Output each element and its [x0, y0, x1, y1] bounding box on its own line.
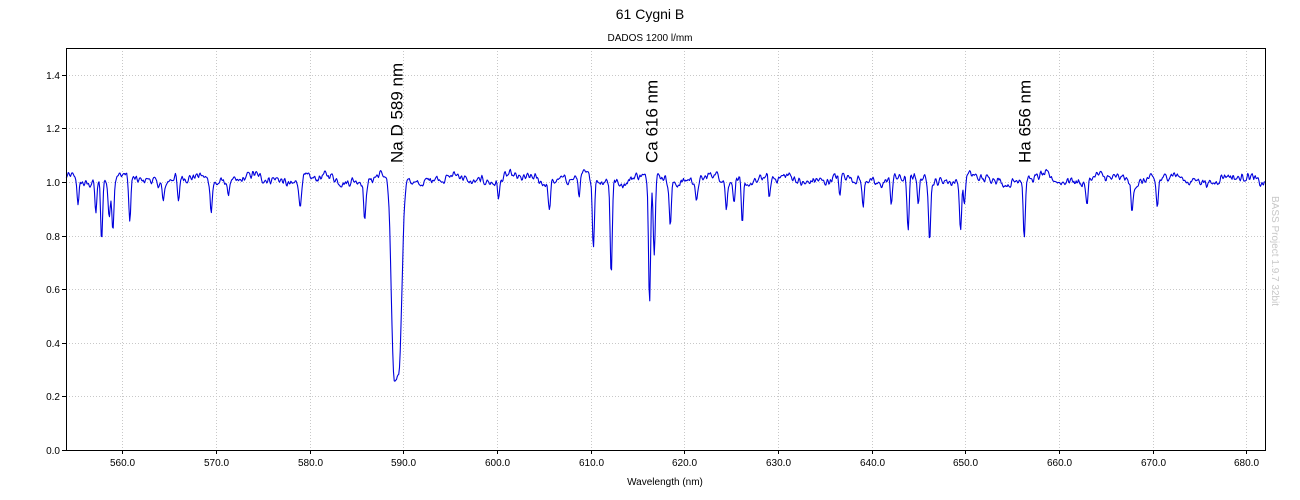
line-annotations: Na D 589 nm Ca 616 nm Ha 656 nm: [388, 63, 1035, 163]
y-tick-label: 0.0: [46, 446, 60, 457]
x-tick-label: 630.0: [766, 458, 791, 469]
x-tick-label: 620.0: [672, 458, 697, 469]
x-tick-label: 580.0: [298, 458, 323, 469]
grid: [66, 48, 1265, 450]
software-watermark: BASS Project 1.9.7 32bit: [1269, 196, 1280, 306]
y-tick-label: 0.2: [46, 392, 60, 403]
x-tick-label: 670.0: [1141, 458, 1166, 469]
y-tick-label: 0.4: [46, 339, 60, 350]
spectrum-series: [65, 168, 1266, 382]
x-tick-label: 660.0: [1047, 458, 1072, 469]
x-tick-label: 610.0: [579, 458, 604, 469]
x-tick-label: 590.0: [391, 458, 416, 469]
x-tick-label: 600.0: [485, 458, 510, 469]
spectral-line-annotation: Ha 656 nm: [1015, 80, 1034, 163]
spectral-line-annotation: Ca 616 nm: [642, 80, 661, 163]
chart-subtitle: DADOS 1200 l/mm: [607, 33, 692, 44]
chart-title: 61 Cygni B: [616, 6, 684, 22]
x-axis-ticks: 560.0 570.0 580.0 590.0 600.0 610.0 620.0 630.0…: [110, 450, 1259, 469]
spectral-line-annotation: Na D 589 nm: [388, 63, 407, 163]
y-tick-label: 1.4: [46, 71, 60, 82]
plot-frame: [66, 48, 1266, 451]
x-axis-label: Wavelength (nm): [627, 477, 703, 488]
x-tick-label: 650.0: [953, 458, 978, 469]
x-tick-label: 570.0: [204, 458, 229, 469]
y-tick-label: 1.0: [46, 178, 60, 189]
x-tick-label: 640.0: [860, 458, 885, 469]
spectrum-line: [65, 168, 1266, 382]
y-axis-ticks: 0.0 0.2 0.4 0.6 0.8 1.0 1.2 1.4: [46, 71, 66, 457]
y-tick-label: 0.6: [46, 285, 60, 296]
x-tick-label: 680.0: [1234, 458, 1259, 469]
x-tick-label: 560.0: [110, 458, 135, 469]
y-tick-label: 1.2: [46, 124, 60, 135]
y-tick-label: 0.8: [46, 232, 60, 243]
